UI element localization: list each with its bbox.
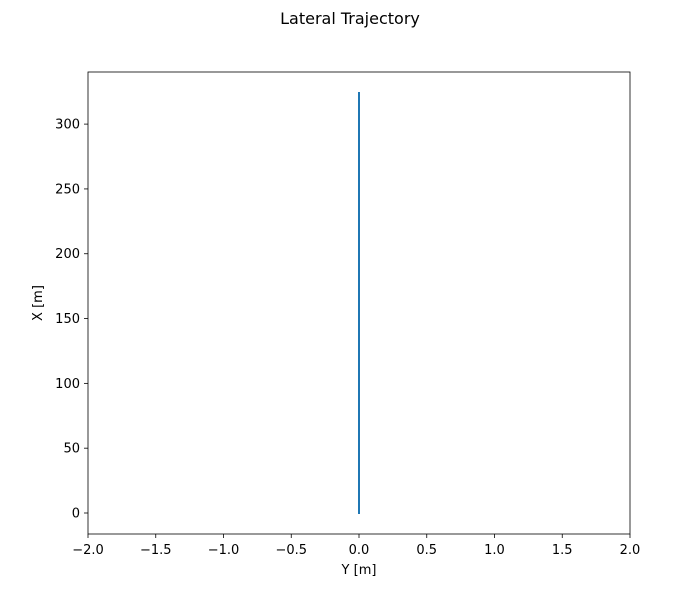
x-tick-label: −1.0 <box>208 543 240 558</box>
y-tick-label: 150 <box>55 312 80 327</box>
x-tick-label: 2.0 <box>620 543 641 558</box>
y-tick-label: 200 <box>55 247 80 262</box>
x-tick-label: 1.5 <box>552 543 573 558</box>
x-tick-label: 0.0 <box>349 543 370 558</box>
x-axis-label: Y [m] <box>341 563 377 578</box>
y-ticks: 0 50 100 150 200 250 300 <box>55 118 88 522</box>
x-tick-label: −2.0 <box>72 543 104 558</box>
y-tick-label: 300 <box>55 118 80 133</box>
x-tick-label: −0.5 <box>275 543 307 558</box>
x-tick-label: −1.5 <box>140 543 172 558</box>
y-axis-label: X [m] <box>31 285 46 321</box>
y-tick-label: 250 <box>55 182 80 197</box>
y-tick-label: 50 <box>63 442 80 457</box>
y-tick-label: 100 <box>55 377 80 392</box>
x-tick-label: 0.5 <box>416 543 437 558</box>
x-ticks: −2.0 −1.5 −1.0 −0.5 0.0 0.5 1.0 1.5 2.0 <box>72 534 640 558</box>
chart-title: Lateral Trajectory <box>280 9 420 28</box>
y-tick-label: 0 <box>72 507 80 522</box>
x-tick-label: 1.0 <box>484 543 505 558</box>
